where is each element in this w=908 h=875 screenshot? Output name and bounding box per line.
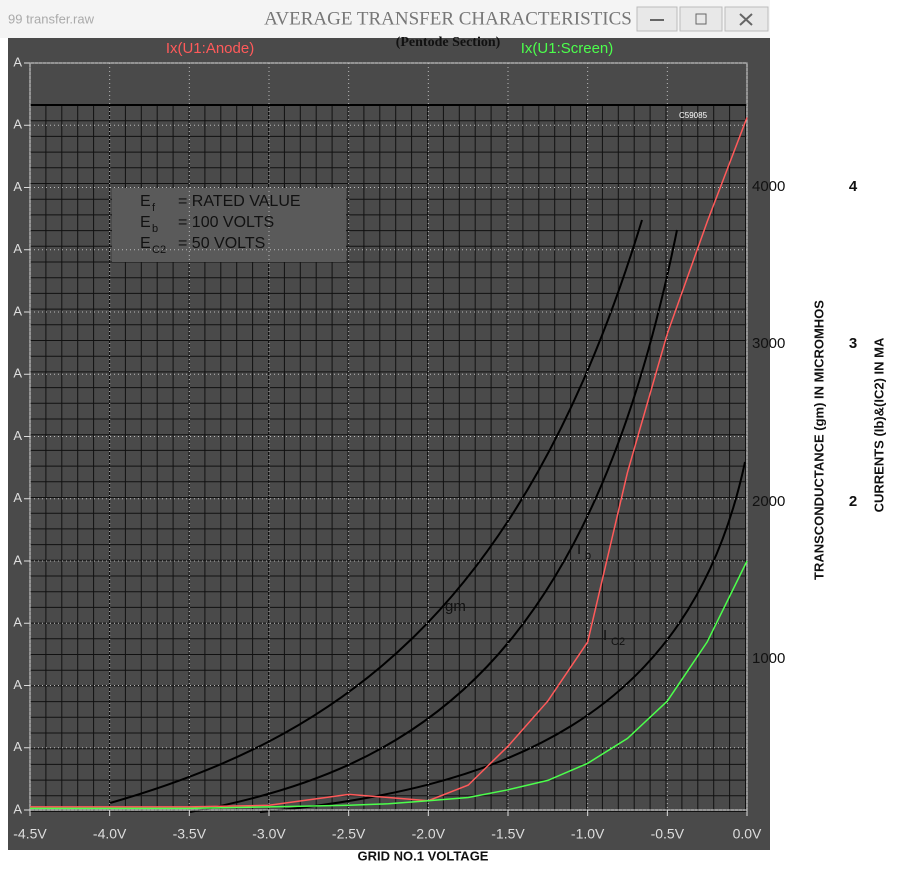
x-tick-label: -2.5V: [332, 826, 366, 842]
x-tick-label: -2.0V: [412, 826, 446, 842]
scan-subtitle: (Pentode Section): [396, 35, 501, 50]
legend-entry: Ix(U1:Anode): [166, 40, 254, 57]
x-tick-label: -4.0V: [93, 826, 127, 842]
window-title: 99 transfer.raw: [8, 11, 95, 26]
y-tick-label: A: [13, 54, 22, 69]
x-tick-label: -4.5V: [13, 826, 47, 842]
legend-entry: Ix(U1:Screen): [521, 40, 614, 57]
y-tick-label: A: [13, 552, 22, 567]
curve-label: I: [603, 627, 607, 644]
curve-label-sub: C2: [611, 636, 625, 648]
y-tick-label: A: [13, 179, 22, 194]
current-tick-label: 3: [849, 335, 857, 352]
window-buttons: [636, 6, 769, 32]
maximize-button[interactable]: [679, 6, 723, 32]
current-tick-label: 2: [849, 493, 857, 510]
y-tick-label: A: [13, 428, 22, 443]
x-tick-label: -1.5V: [491, 826, 525, 842]
series-line: [30, 117, 748, 808]
plot-window: [8, 38, 770, 850]
condition-text: = 100 VOLTS: [178, 214, 274, 231]
scan-gm-curve: [109, 219, 643, 804]
condition-symbol: E: [140, 193, 151, 210]
y-tick-label: A: [13, 615, 22, 630]
x-tick-label: -0.5V: [651, 826, 685, 842]
icon: [739, 13, 753, 26]
current-tick-label: 4: [849, 178, 858, 195]
close-button[interactable]: [724, 6, 769, 32]
series-line: [30, 560, 748, 810]
condition-sub: f: [152, 202, 156, 214]
chart: A A A A A A A A A A A A A -4.5V -4.0V -3.5V -3.0V -2.5V -2…: [13, 40, 762, 842]
condition-symbol: E: [140, 214, 151, 231]
y-tick-label: A: [13, 801, 22, 816]
curve-label: gm: [445, 598, 466, 615]
scan-ic2-curve: [259, 461, 746, 813]
scan-ib-curve: [189, 229, 678, 813]
x-tick-label: -3.0V: [252, 826, 286, 842]
y-tick-label: A: [13, 490, 22, 505]
condition-sub: C2: [152, 244, 166, 256]
gm-axis-label: TRANSCONDUCTANCE (gm) IN MICROMHOS: [811, 300, 826, 580]
y-tick-label: A: [13, 739, 22, 754]
y-tick-label: A: [13, 241, 22, 256]
gm-tick-label: 3000: [752, 335, 785, 352]
gm-tick-label: 4000: [752, 178, 785, 195]
y-tick-label: A: [13, 677, 22, 692]
curve-label: I: [577, 541, 581, 558]
scan-title: AVERAGE TRANSFER CHARACTERISTICS: [264, 8, 632, 29]
x-tick-label: -1.0V: [571, 826, 605, 842]
x-axis-label: GRID NO.1 VOLTAGE: [358, 848, 489, 863]
y-tick-label: A: [13, 303, 22, 318]
icon: [695, 13, 707, 25]
y-tick-label: A: [13, 117, 22, 132]
x-tick-label: 0.0V: [733, 826, 762, 842]
condition-text: = 50 VOLTS: [178, 235, 265, 252]
current-axis-label: CURRENTS (Ib)&(IC2) IN MA: [871, 337, 886, 512]
scan-curves: [109, 219, 746, 813]
condition-symbol: E: [140, 235, 151, 252]
scan-code: C59085: [679, 111, 708, 120]
gm-tick-label: 2000: [752, 493, 785, 510]
y-tick-label: A: [13, 366, 22, 381]
right-labels: 4000 3000 2000 1000 4 3 2: [752, 178, 858, 667]
condition-sub: b: [152, 223, 158, 235]
condition-text: = RATED VALUE: [178, 193, 301, 210]
x-tick-label: -3.5V: [173, 826, 207, 842]
minimize-button[interactable]: [636, 6, 678, 32]
gm-tick-label: 1000: [752, 650, 785, 667]
